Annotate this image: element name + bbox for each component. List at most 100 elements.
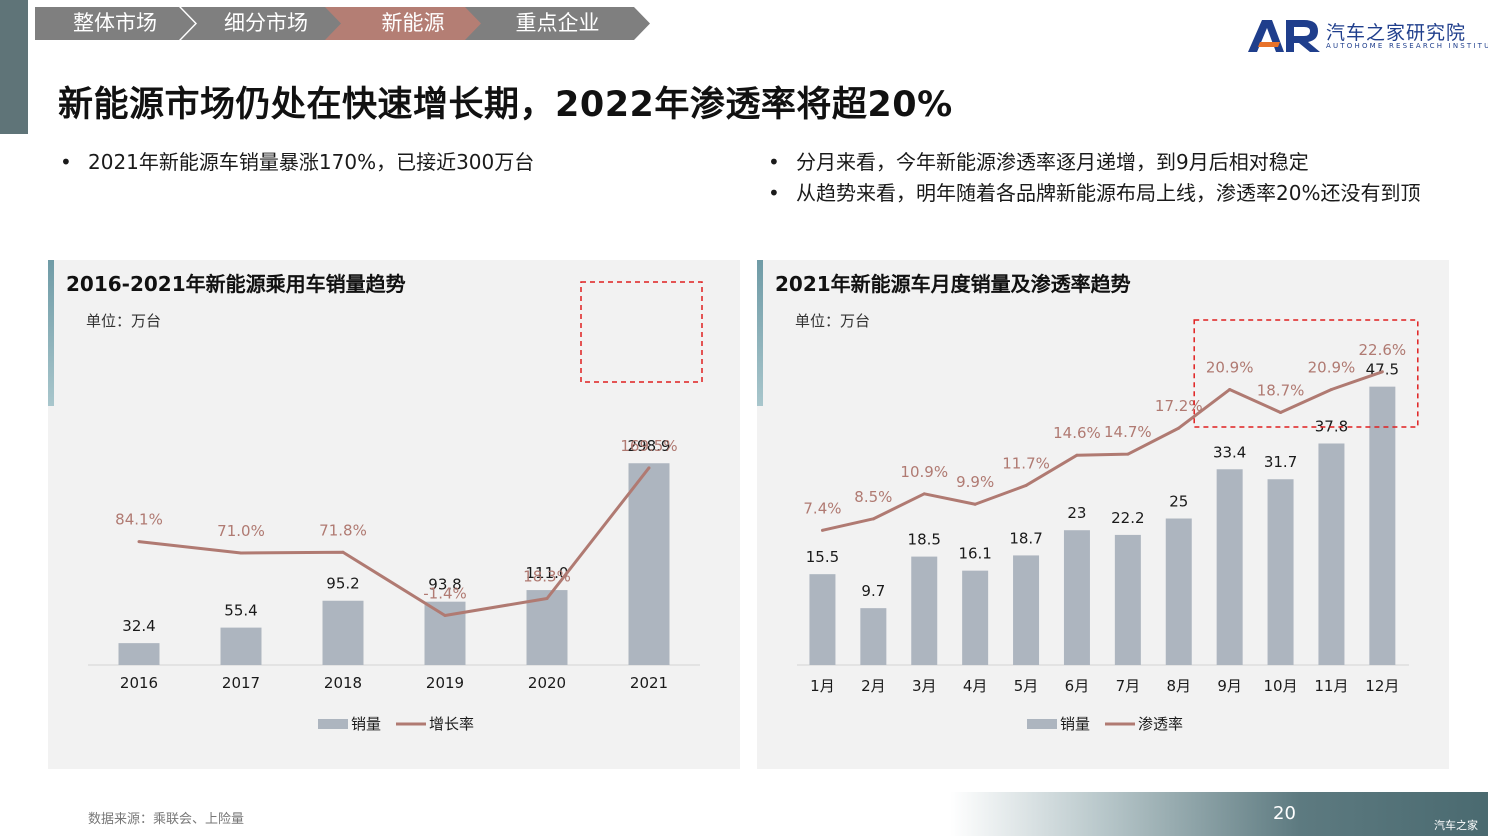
bar-销量 [809, 574, 836, 665]
bar-value-label: 9.7 [861, 582, 885, 600]
bar-销量 [1267, 479, 1294, 665]
legend-label: 销量 [1060, 715, 1090, 733]
bar-销量 [911, 556, 938, 665]
line-value-label: 14.6% [1053, 424, 1101, 442]
legend-label: 增长率 [429, 715, 474, 733]
line-value-label: -1.4% [423, 585, 467, 603]
bar-销量 [1165, 518, 1192, 665]
line-增长率 [138, 466, 651, 618]
bar-销量 [220, 627, 262, 665]
x-tick-label: 2018 [324, 674, 362, 692]
line-point [341, 550, 345, 554]
line-point [1075, 453, 1079, 457]
bar-value-label: 95.2 [326, 575, 359, 593]
bullet-list-right: 分月来看，今年新能源渗透率逐月递增，到9月后相对稳定 从趋势来看，明年随着各品牌… [768, 148, 1448, 210]
line-point [1228, 388, 1232, 392]
bar-value-label: 16.1 [958, 545, 991, 563]
data-source-note: 数据来源：乘联会、上险量 [88, 812, 245, 827]
bar-销量 [1114, 534, 1141, 665]
bar-销量 [1216, 469, 1243, 665]
panel-accent-bar [757, 260, 763, 406]
legend-label: 销量 [351, 715, 381, 733]
line-point [973, 502, 977, 506]
chart-panel-monthly: 2021年新能源车月度销量及渗透率趋势 单位：万台 15.5 9.7 18.5 16.… [757, 260, 1449, 769]
footer-gradient-bar [950, 792, 1488, 836]
bar-销量 [322, 600, 364, 665]
bar-销量 [1013, 555, 1040, 665]
x-tick-label: 2019 [426, 674, 464, 692]
logo-text-cn: 汽车之家研究院 [1326, 22, 1467, 44]
tab-segment-market[interactable]: 细分市场 [181, 7, 351, 40]
x-tick-label: 3月 [912, 677, 937, 695]
bar-value-label: 22.2 [1111, 509, 1144, 527]
chart-title: 2021年新能源车月度销量及渗透率趋势 [775, 272, 1131, 296]
x-tick-label: 7月 [1116, 677, 1141, 695]
tab-key-companies[interactable]: 重点企业 [465, 7, 650, 40]
bar-value-label: 18.7 [1009, 529, 1042, 547]
tab-overall-market[interactable]: 整体市场 [35, 7, 195, 40]
x-tick-label: 12月 [1365, 677, 1399, 695]
line-渗透率 [822, 370, 1383, 532]
legend-swatch-bar [1027, 719, 1057, 729]
logo-text-en: AUTOHOME RESEARCH INSTITUTE [1326, 42, 1488, 50]
bar-value-label: 93.8 [428, 576, 461, 594]
x-tick-label: 2021 [630, 674, 668, 692]
bar-销量 [1063, 530, 1090, 665]
line-point [1024, 483, 1028, 487]
x-tick-label: 6月 [1065, 677, 1090, 695]
line-point [1279, 410, 1283, 414]
line-point [820, 528, 824, 532]
x-tick-label: 8月 [1166, 677, 1191, 695]
bullet-item: 分月来看，今年新能源渗透率逐月递增，到9月后相对稳定 [768, 148, 1448, 176]
bar-value-label: 23 [1067, 504, 1086, 522]
line-point [1380, 370, 1384, 374]
x-tick-label: 2016 [120, 674, 158, 692]
autohome-logo: 汽车之家研究院 AUTOHOME RESEARCH INSTITUTE [1246, 14, 1488, 56]
line-point [647, 466, 651, 470]
line-value-label: 71.8% [319, 521, 367, 539]
bar-销量 [1369, 386, 1396, 665]
bar-value-label: 15.5 [806, 548, 839, 566]
left-accent-bar [0, 0, 28, 134]
line-value-label: 18.3% [523, 567, 571, 585]
line-value-label: 14.7% [1104, 423, 1152, 441]
line-point [871, 517, 875, 521]
bar-销量 [526, 590, 568, 665]
x-tick-label: 2017 [222, 674, 260, 692]
line-value-label: 71.0% [217, 522, 265, 540]
logo-mark-icon [1248, 20, 1320, 52]
x-tick-label: 2020 [528, 674, 566, 692]
bar-value-label: 25 [1169, 493, 1188, 511]
page-number: 20 [1273, 803, 1296, 824]
line-value-label: 7.4% [803, 499, 841, 517]
line-value-label: 18.7% [1257, 381, 1305, 399]
annual-sales-chart: 32.4 55.4 95.2 93.8 111.0 298.9 2016 2017 2018 20… [88, 281, 703, 733]
x-tick-label: 1月 [810, 677, 835, 695]
bar-value-label: 32.4 [122, 617, 155, 635]
x-tick-label: 5月 [1014, 677, 1039, 695]
bar-value-label: 298.9 [628, 437, 671, 455]
bar-销量 [1318, 443, 1345, 665]
line-point [545, 596, 549, 600]
line-point [1126, 452, 1130, 456]
bullet-item: 2021年新能源车销量暴涨170%，已接近300万台 [60, 148, 700, 176]
highlight-box [1193, 319, 1419, 428]
x-tick-label: 10月 [1264, 677, 1298, 695]
line-value-label: 20.9% [1206, 359, 1254, 377]
bar-销量 [424, 601, 466, 665]
line-point [443, 614, 447, 618]
x-tick-label: 2月 [861, 677, 886, 695]
bar-value-label: 18.5 [908, 531, 941, 549]
unit-label: 单位：万台 [86, 312, 162, 330]
bar-销量 [628, 463, 670, 665]
line-value-label: 8.5% [854, 488, 892, 506]
unit-label: 单位：万台 [795, 312, 871, 330]
bar-销量 [118, 643, 160, 665]
line-value-label: 169.5% [620, 437, 677, 455]
bullet-list-left: 2021年新能源车销量暴涨170%，已接近300万台 [60, 148, 700, 179]
bar-value-label: 55.4 [224, 602, 257, 620]
x-tick-label: 4月 [963, 677, 988, 695]
line-point [1177, 426, 1181, 430]
line-value-label: 17.2% [1155, 397, 1203, 415]
line-value-label: 9.9% [956, 473, 994, 491]
